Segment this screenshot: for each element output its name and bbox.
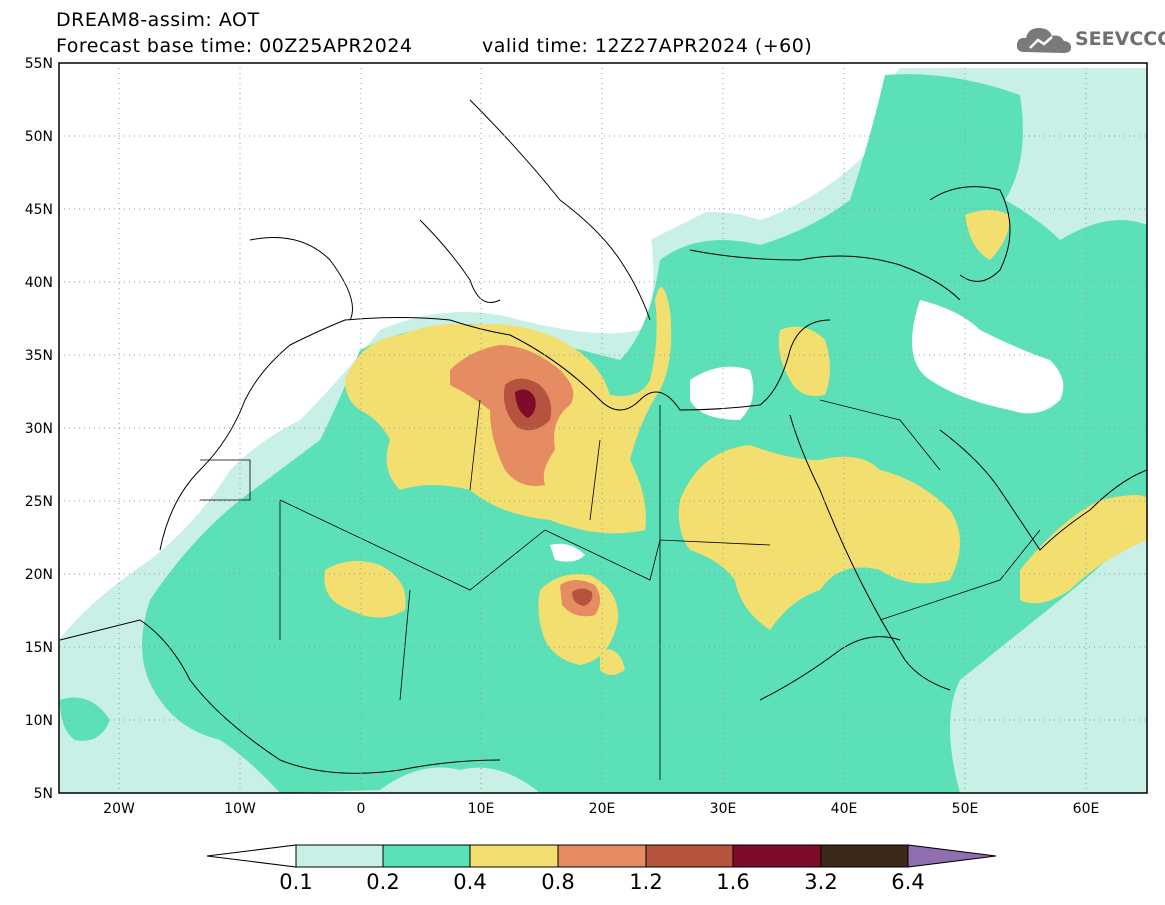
lat-tick-30n: 30N — [25, 421, 53, 437]
lat-tick-15n: 15N — [25, 640, 53, 656]
colorbar-swatch-4 — [645, 844, 734, 868]
lat-axis: 55N 50N 45N 40N 35N 30N 25N 20N 15N 10N … — [25, 56, 53, 802]
colorbar-swatch-0 — [295, 844, 384, 868]
lat-tick-55n: 55N — [25, 56, 53, 72]
colorbar-label-4: 1.2 — [629, 870, 663, 894]
logo-text: SEEVCCC — [1075, 28, 1165, 50]
lat-tick-25n: 25N — [25, 494, 53, 510]
lon-tick-60e: 60E — [1073, 801, 1100, 817]
colorbar-label-5: 1.6 — [716, 870, 750, 894]
clear-areas — [59, 63, 1064, 600]
lon-tick-0: 0 — [357, 801, 366, 817]
lat-tick-40n: 40N — [25, 275, 53, 291]
lat-tick-10n: 10N — [25, 713, 53, 729]
lat-tick-45n: 45N — [25, 202, 53, 218]
valid-time: valid time: 12Z27APR2024 (+60) — [482, 35, 813, 57]
colorbar-label-6: 3.2 — [804, 870, 838, 894]
lon-tick-40e: 40E — [831, 801, 858, 817]
lat-tick-35n: 35N — [25, 348, 53, 364]
map-frame — [58, 62, 1148, 794]
colorbar-swatch-1 — [382, 844, 471, 868]
colorbar-label-0: 0.1 — [279, 870, 313, 894]
borders — [200, 399, 1041, 780]
lon-tick-30e: 30E — [710, 801, 737, 817]
colorbar-label-2: 0.4 — [453, 870, 487, 894]
lon-tick-10e: 10E — [468, 801, 495, 817]
lat-tick-20n: 20N — [25, 567, 53, 583]
colorbar-swatch-2 — [469, 844, 559, 868]
graticule — [59, 63, 1147, 793]
lon-axis: 20W 10W 0 10E 20E 30E 40E 50E 60E — [103, 801, 1099, 817]
colorbar-over-arrow — [907, 844, 997, 868]
aot-field — [59, 63, 1147, 793]
lat-tick-5n: 5N — [34, 786, 53, 802]
colorbar-swatch-3 — [557, 844, 647, 868]
cloud-icon — [1016, 28, 1072, 53]
colorbar-swatch-5 — [732, 844, 822, 868]
lon-tick-20e: 20E — [589, 801, 616, 817]
lon-tick-10w: 10W — [224, 801, 256, 817]
lat-tick-50n: 50N — [25, 129, 53, 145]
seevccc-logo: SEEVCCC — [1016, 22, 1165, 58]
colorbar-label-3: 0.8 — [541, 870, 575, 894]
coastlines — [59, 99, 1147, 774]
colorbar-swatch-6 — [820, 844, 909, 868]
lon-tick-20w: 20W — [103, 801, 135, 817]
colorbar — [206, 844, 997, 868]
colorbar-label-1: 0.2 — [366, 870, 400, 894]
colorbar-label-7: 6.4 — [891, 870, 925, 894]
colorbar-under-arrow — [206, 844, 297, 868]
product-title: DREAM8-assim: AOT — [56, 9, 260, 31]
forecast-base-time: Forecast base time: 00Z25APR2024 — [56, 35, 413, 57]
aot-band-1.6 — [515, 389, 536, 418]
lon-tick-50e: 50E — [952, 801, 979, 817]
